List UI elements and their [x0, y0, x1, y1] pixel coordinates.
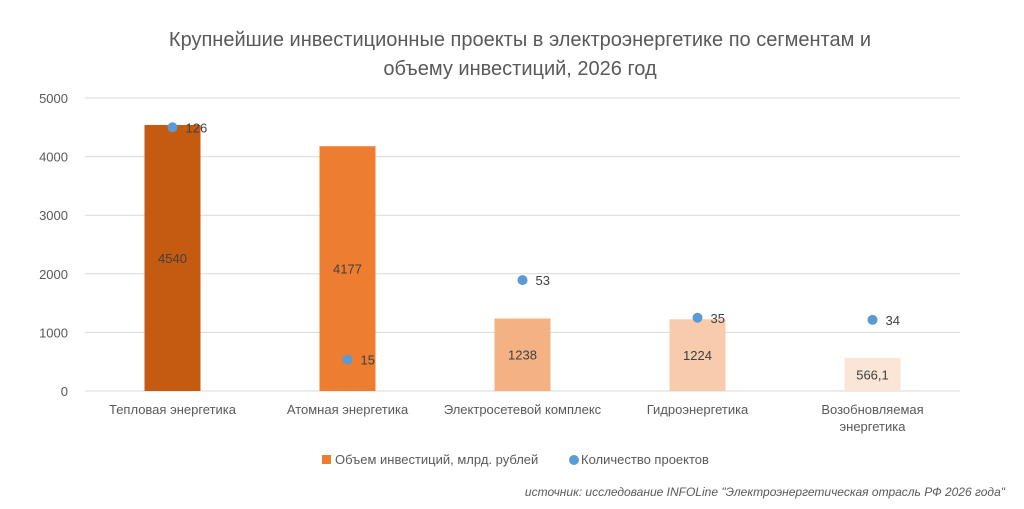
legend-dot-swatch: [569, 455, 579, 465]
chart-title-line: Крупнейшие инвестиционные проекты в элек…: [169, 29, 871, 51]
bar: [844, 357, 901, 391]
bar-value-label: 1238: [508, 348, 537, 363]
dot-value-label: 15: [361, 353, 375, 368]
legend-label-projects: Количество проектов: [581, 452, 709, 467]
bar: [669, 319, 726, 391]
dot-value-label: 53: [536, 273, 550, 288]
x-category-label: Возобновляемая: [821, 402, 923, 417]
bar-value-label: 4540: [158, 251, 187, 266]
y-tick-label: 4000: [39, 150, 68, 165]
bar-value-label: 566,1: [856, 367, 889, 382]
x-category-label: Тепловая энергетика: [109, 402, 237, 417]
dot-value-label: 34: [886, 313, 900, 328]
bar: [319, 146, 376, 391]
y-tick-label: 1000: [39, 325, 68, 340]
x-category-label: Гидроэнергетика: [647, 402, 749, 417]
project-count-dot: [867, 314, 878, 325]
y-tick-label: 3000: [39, 208, 68, 223]
source-note: источник: исследование INFOLine "Электро…: [525, 485, 1006, 499]
legend-label-investment: Объем инвестиций, млрд. рублей: [335, 452, 538, 467]
project-count-dot: [342, 354, 353, 365]
dot-value-label: 35: [711, 311, 725, 326]
bar-value-label: 1224: [683, 348, 712, 363]
x-category-label: энергетика: [840, 419, 907, 434]
x-category-label: Электросетевой комплекс: [444, 402, 602, 417]
project-count-dot: [517, 275, 528, 286]
y-tick-label: 0: [61, 384, 68, 399]
bar: [494, 318, 551, 391]
dot-value-label: 126: [186, 120, 208, 135]
y-tick-label: 5000: [39, 91, 68, 106]
y-tick-label: 2000: [39, 267, 68, 282]
chart-title-line: объему инвестиций, 2026 год: [383, 58, 657, 80]
x-category-label: Атомная энергетика: [287, 402, 409, 417]
project-count-dot: [692, 312, 703, 323]
bar-value-label: 4177: [333, 262, 362, 277]
bar: [144, 124, 201, 392]
project-count-dot: [167, 122, 178, 133]
legend-bar-swatch: [322, 455, 331, 464]
